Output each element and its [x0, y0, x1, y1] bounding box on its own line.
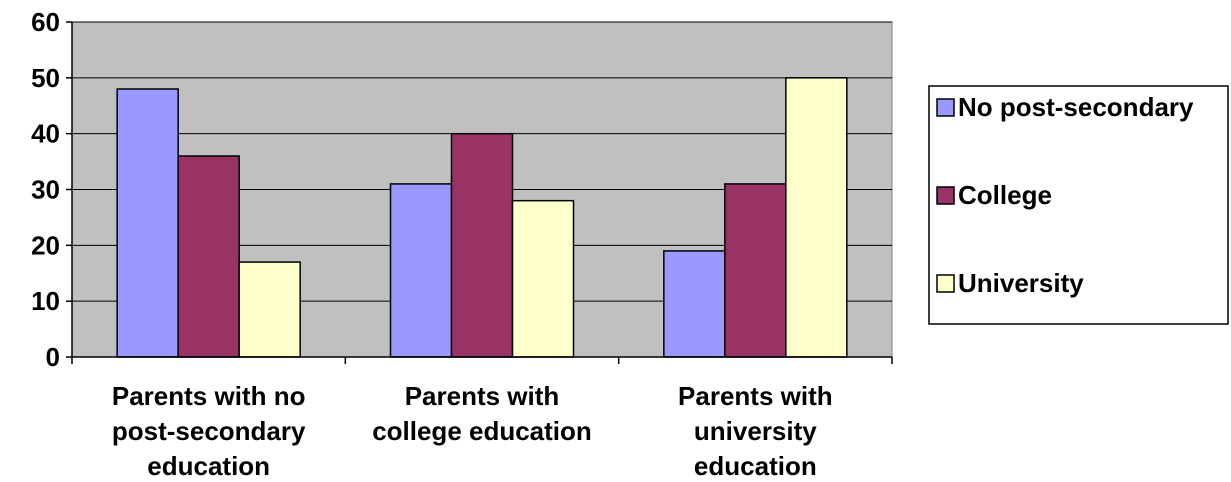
legend-label: College — [958, 180, 1052, 210]
bar-college — [450, 132, 514, 358]
x-category-label: Parents with college education — [372, 381, 592, 446]
x-category-label-line: Parents with — [678, 381, 833, 411]
y-tick-label: 20 — [31, 230, 60, 260]
legend-label: No post-secondary — [958, 92, 1194, 122]
x-category-label: Parents with no post-secondary education — [112, 381, 306, 481]
y-tick-label: 40 — [31, 119, 60, 149]
y-tick-labels: 0 10 20 30 40 50 60 — [31, 7, 60, 372]
x-category-label: Parents with university education — [678, 381, 833, 481]
bar-university — [785, 77, 848, 358]
legend-label: University — [958, 268, 1084, 298]
axes — [66, 21, 893, 364]
bar-college — [177, 155, 240, 358]
x-category-label-line: Parents with — [405, 381, 560, 411]
x-category-label-line: university — [694, 416, 817, 446]
bar-no-post-secondary — [116, 88, 179, 358]
legend-box — [928, 85, 1229, 325]
legend-swatch — [936, 98, 955, 117]
bar-university — [238, 261, 301, 358]
x-category-label-line: college education — [372, 416, 592, 446]
y-tick-label: 30 — [31, 175, 60, 205]
y-tick-label: 0 — [46, 342, 60, 372]
x-category-label-line: education — [147, 451, 270, 481]
bars — [116, 77, 848, 358]
y-tick-label: 10 — [31, 286, 60, 316]
y-tick-label: 50 — [31, 63, 60, 93]
y-tick-label: 60 — [31, 7, 60, 37]
bar-college — [724, 183, 787, 358]
bar-university — [511, 199, 575, 358]
bar-no-post-secondary — [663, 250, 726, 358]
legend: No post-secondary College University — [928, 85, 1229, 325]
legend-swatch — [936, 186, 955, 205]
x-category-labels: Parents with no post-secondary educationPa… — [112, 381, 833, 481]
legend-swatch — [936, 274, 955, 293]
x-category-label-line: post-secondary — [112, 416, 306, 446]
x-category-label-line: Parents with no — [112, 381, 306, 411]
bar-no-post-secondary — [389, 183, 453, 358]
x-category-label-line: education — [694, 451, 817, 481]
